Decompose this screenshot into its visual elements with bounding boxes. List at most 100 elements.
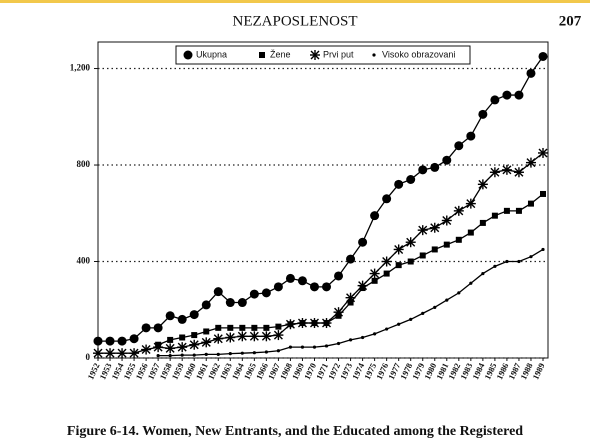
series-line [98,152,544,354]
marker [297,318,308,329]
marker [501,164,512,175]
asterisk-stroke [538,148,548,158]
x-tick-label: 1989 [530,361,546,381]
asterisk-stroke [478,179,488,189]
marker [105,348,116,359]
marker [215,324,222,331]
marker [538,51,548,61]
marker [541,247,545,252]
marker [477,179,488,190]
y-tick-label: 800 [77,159,91,169]
marker [141,344,152,355]
marker [310,50,320,60]
marker [419,252,426,259]
marker [445,298,449,302]
marker [259,52,265,58]
marker [252,351,256,355]
asterisk-stroke [177,342,187,352]
marker [168,353,172,358]
marker [517,259,521,264]
asterisk-stroke [261,331,271,341]
marker [153,323,163,333]
marker [373,332,377,336]
marker [322,282,332,292]
marker [213,287,223,297]
y-tick-label: 0 [86,352,91,362]
asterisk-stroke [165,343,175,353]
marker [105,336,115,346]
page-header: NEZAPOSLENOST [232,13,357,29]
asterisk-stroke [225,333,235,342]
asterisk-stroke [105,348,115,358]
marker [526,68,536,78]
y-tick-label: 400 [77,256,91,266]
marker [393,244,404,255]
marker [261,331,272,342]
marker [469,281,473,285]
marker [346,254,356,264]
marker [502,90,512,100]
marker [177,342,188,353]
marker [442,155,452,165]
asterisk-stroke [382,257,392,267]
marker [514,90,524,100]
marker [165,311,175,321]
marker [153,342,164,353]
marker [240,351,244,355]
marker [421,311,425,315]
marker [357,280,368,291]
marker [167,336,174,343]
marker [312,345,317,349]
legend-label: Ukupna [196,49,227,59]
marker [261,288,271,298]
marker [489,167,500,178]
marker [264,350,268,354]
marker [189,310,199,320]
marker [454,141,464,151]
marker [466,131,476,141]
marker [481,271,485,276]
asterisk-stroke [273,330,283,340]
marker [443,241,450,248]
asterisk-stroke [141,345,151,355]
asterisk-stroke [334,307,344,317]
marker [418,165,428,175]
marker [336,341,341,346]
marker [285,319,296,330]
asterisk-stroke [430,223,440,233]
marker [478,109,488,119]
marker [505,259,509,264]
asterisk-stroke [466,199,476,209]
marker [179,334,186,341]
marker [117,348,128,359]
marker [429,222,440,233]
asterisk-stroke [442,216,452,225]
marker [180,353,184,357]
marker [430,162,440,172]
marker [191,332,198,339]
marker [467,229,474,236]
marker [529,255,533,259]
marker [276,349,281,353]
marker [394,179,404,189]
asterisk-stroke [406,237,416,247]
marker [227,324,234,331]
marker [457,291,461,295]
marker [406,174,416,184]
marker [431,246,438,253]
marker [395,262,402,269]
series-line [98,56,544,342]
marker [177,314,187,324]
marker [371,277,378,284]
marker [225,332,236,343]
marker [540,190,546,197]
legend-label: Žene [270,49,291,59]
page-edge [0,0,590,3]
asterisk-stroke [454,206,464,216]
plot-frame [97,41,549,359]
marker [405,237,416,248]
asterisk-stroke [526,158,536,168]
marker [189,339,200,350]
marker [192,353,196,357]
marker [93,348,103,359]
